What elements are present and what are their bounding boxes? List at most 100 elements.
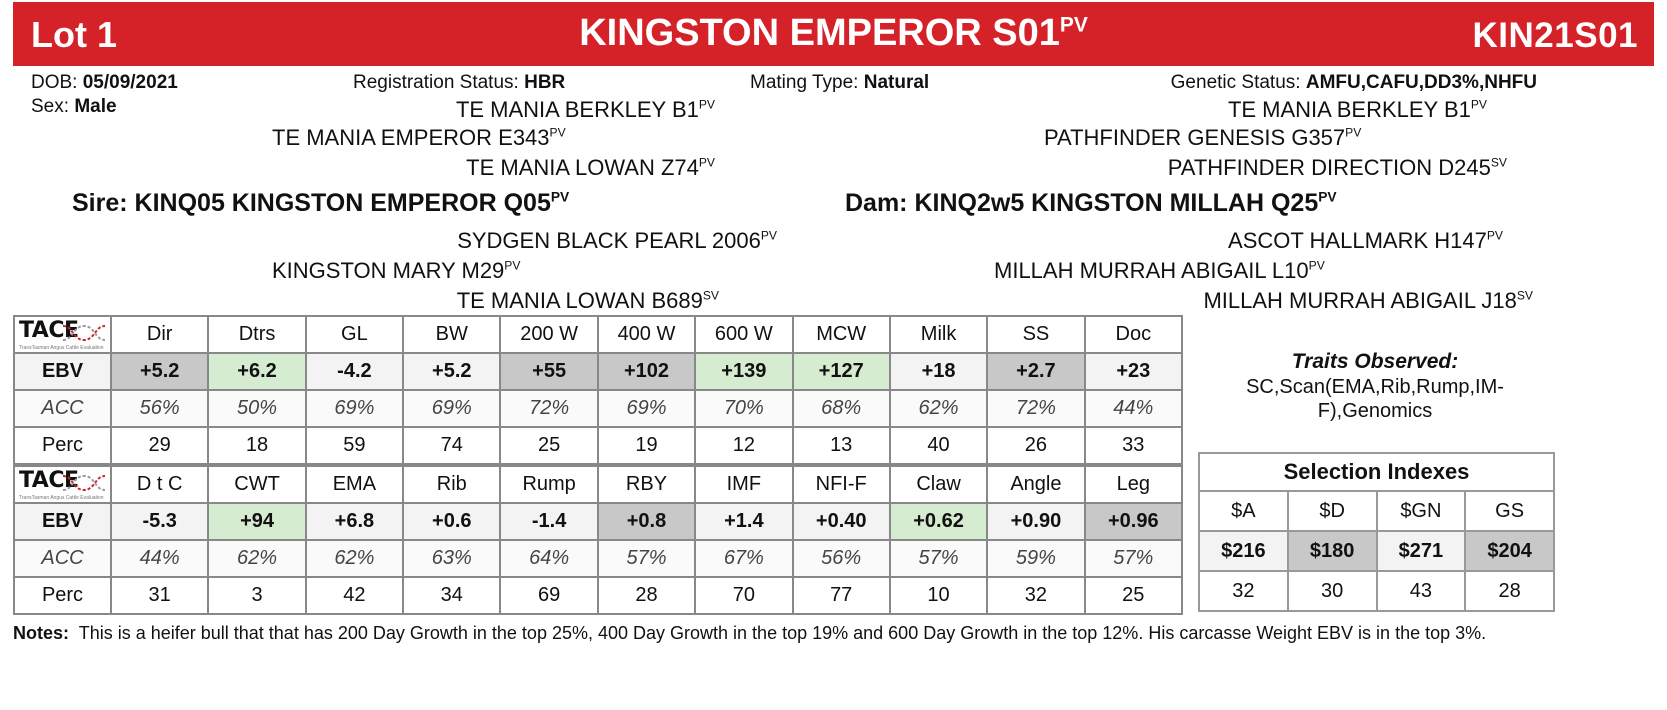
pedigree-sire-sire-dam: TE MANIA LOWAN Z74PV: [466, 155, 715, 181]
ebv-value-cell: +2.7: [986, 352, 1086, 391]
pedigree-sire-dam: KINGSTON MARY M29PV: [272, 258, 520, 284]
tace-logo-tagline: TransTasman Angus Cattle Evaluation: [19, 495, 104, 501]
ebv-value-cell: +139: [694, 352, 794, 391]
dob-info: DOB: 05/09/2021: [31, 72, 178, 94]
ebv-header-cell: RBY: [596, 465, 697, 504]
pedigree-dam-sire: PATHFINDER GENESIS G357PV: [1044, 125, 1361, 151]
pedigree-suffix: SV: [1516, 288, 1533, 303]
ebv-header-cell: GL: [304, 315, 405, 354]
ebv-value-cell: +6.2: [207, 352, 307, 391]
ebv-header-cell: MCW: [791, 315, 891, 354]
row-label-perc: Perc: [13, 426, 112, 465]
ebv-percentile-row: Perc 31 3 42 34 69 28 70 77 10 32 25: [13, 576, 1184, 615]
ebv-percentile-cell: 29: [109, 426, 210, 465]
pedigree-sire-sire-sire: TE MANIA BERKLEY B1PV: [456, 97, 715, 123]
selection-index-value: $204: [1464, 530, 1555, 572]
row-label-acc: ACC: [13, 389, 112, 428]
ebv-percentile-cell: 74: [402, 426, 502, 465]
notes-label: Notes:: [13, 623, 70, 643]
sex-label: Sex:: [31, 96, 70, 117]
selection-indexes-table: Selection Indexes $A $D $GN GS $216 $180 $271…: [1198, 452, 1555, 612]
ebv-percentile-row: Perc 29 18 59 74 25 19 12 13 40 26 33: [13, 426, 1184, 465]
registration-value: HBR: [524, 72, 566, 93]
pedigree-name: KINGSTON MARY M29: [272, 258, 505, 283]
ebv-header-row: TACE TransTasman Angus Cattle Evaluation…: [13, 315, 1184, 354]
ebv-percentile-cell: 3: [207, 576, 307, 615]
ebv-percentile-cell: 19: [596, 426, 697, 465]
tace-logo-tagline: TransTasman Angus Cattle Evaluation: [19, 345, 104, 351]
ebv-accuracy-cell: 63%: [402, 539, 502, 578]
pedigree-suffix: PV: [1318, 189, 1337, 205]
ebv-value-cell: +5.2: [109, 352, 210, 391]
pedigree-sire: Sire: KINQ05 KINGSTON EMPEROR Q05PV: [72, 189, 569, 218]
ebv-value-cell: +55: [499, 352, 599, 391]
ebv-percentile-cell: 70: [694, 576, 794, 615]
pedigree-sire-dam-dam: TE MANIA LOWAN B689SV: [457, 288, 719, 314]
ebv-percentile-cell: 25: [499, 426, 599, 465]
ebv-accuracy-cell: 59%: [986, 539, 1086, 578]
ebv-accuracy-cell: 57%: [1083, 539, 1184, 578]
ebv-header-cell: 400 W: [596, 315, 697, 354]
pedigree-name: TE MANIA BERKLEY B1: [1227, 97, 1471, 122]
pedigree-name: SYDGEN BLACK PEARL 2006: [457, 228, 761, 253]
pedigree-suffix: PV: [504, 258, 521, 273]
selection-index-value: $271: [1375, 530, 1467, 572]
ebv-accuracy-cell: 70%: [694, 389, 794, 428]
selection-index-name: $GN: [1375, 490, 1467, 532]
ebv-header-cell: Rump: [499, 465, 599, 504]
pedigree-sire-sire: TE MANIA EMPEROR E343PV: [272, 125, 566, 151]
ebv-header-cell: 600 W: [694, 315, 794, 354]
dam-label: Dam:: [845, 189, 908, 217]
ebv-accuracy-row: ACC 44% 62% 62% 63% 64% 57% 67% 56% 57% 59% 57%: [13, 539, 1184, 578]
row-label-perc: Perc: [13, 576, 112, 615]
ebv-accuracy-cell: 68%: [791, 389, 891, 428]
selection-index-percentile: 30: [1286, 570, 1378, 612]
animal-name-suffix: PV: [1059, 13, 1088, 37]
pedigree-dam: Dam: KINQ2w5 KINGSTON MILLAH Q25PV: [845, 189, 1337, 218]
ebv-percentile-cell: 77: [791, 576, 891, 615]
ebv-value-cell: +0.96: [1083, 502, 1184, 541]
pedigree-name: TE MANIA LOWAN Z74: [466, 155, 699, 180]
ebv-value-cell: +102: [596, 352, 697, 391]
pedigree-suffix: PV: [550, 189, 570, 205]
dob-value: 05/09/2021: [82, 72, 178, 93]
sex-value: Male: [74, 96, 117, 117]
sire-label: Sire:: [72, 189, 128, 217]
ebv-header-row: TACE TransTasman Angus Cattle Evaluation…: [13, 465, 1184, 504]
ebv-header-cell: D t C: [109, 465, 210, 504]
pedigree-name: TE MANIA BERKLEY B1: [455, 97, 699, 122]
ebv-value-cell: +127: [791, 352, 891, 391]
ebv-accuracy-cell: 69%: [304, 389, 405, 428]
genetic-value: AMFU,CAFU,DD3%,NHFU: [1305, 72, 1537, 93]
selection-index-name: GS: [1464, 490, 1555, 532]
pedigree-suffix: PV: [698, 97, 715, 112]
ebv-header-cell: Rib: [402, 465, 502, 504]
ebv-percentile-cell: 13: [791, 426, 891, 465]
selection-value-row: $216 $180 $271 $204: [1198, 530, 1555, 572]
ebv-percentile-cell: 33: [1083, 426, 1184, 465]
selection-index-percentile: 32: [1198, 570, 1289, 612]
mating-label: Mating Type:: [750, 72, 859, 93]
ebv-value-row: EBV -5.3 +94 +6.8 +0.6 -1.4 +0.8 +1.4 +0.40 +0.62…: [13, 502, 1184, 541]
ebv-header-cell: 200 W: [499, 315, 599, 354]
ebv-percentile-cell: 31: [109, 576, 210, 615]
ebv-accuracy-row: ACC 56% 50% 69% 69% 72% 69% 70% 68% 62% 72% 44%: [13, 389, 1184, 428]
notes-text: This is a heifer bull that that has 200 …: [78, 623, 1487, 643]
lot-number: Lot 1: [31, 14, 117, 55]
ebv-value-cell: +1.4: [694, 502, 794, 541]
ebv-accuracy-cell: 69%: [596, 389, 697, 428]
selection-percentile-row: 32 30 43 28: [1198, 570, 1555, 612]
selection-index-name: $D: [1286, 490, 1378, 532]
ebv-header-cell: Dir: [109, 315, 210, 354]
dna-icon: [63, 474, 105, 492]
pedigree-suffix: PV: [549, 125, 566, 140]
ebv-value-cell: +0.6: [402, 502, 502, 541]
ebv-accuracy-cell: 50%: [207, 389, 307, 428]
ebv-header-cell: Angle: [986, 465, 1086, 504]
mating-info: Mating Type: Natural: [750, 72, 929, 94]
ebv-header-cell: NFI-F: [791, 465, 891, 504]
ebv-value-cell: +0.62: [888, 502, 989, 541]
lot-header-bar: Lot 1 KINGSTON EMPEROR S01PV KIN21S01: [13, 2, 1654, 66]
pedigree-name: PATHFINDER DIRECTION D245: [1167, 155, 1491, 180]
pedigree-sire-dam-sire: SYDGEN BLACK PEARL 2006PV: [457, 228, 777, 254]
